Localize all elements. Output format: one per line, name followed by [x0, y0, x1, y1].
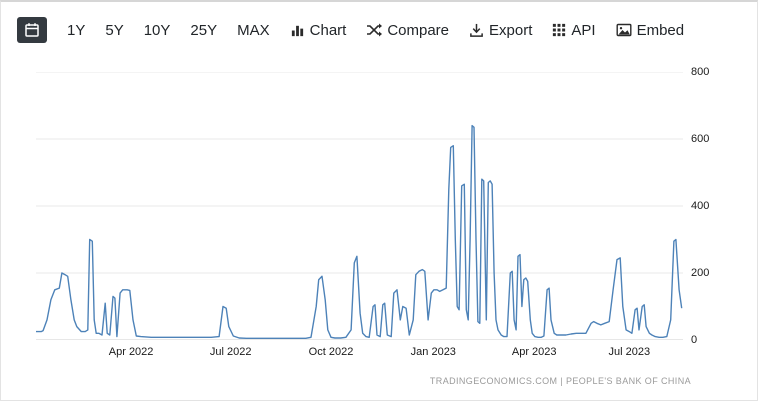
api-button[interactable]: API — [552, 21, 596, 39]
embed-button[interactable]: Embed — [616, 21, 685, 39]
calendar-button[interactable] — [17, 17, 47, 43]
y-tick-label: 200 — [691, 267, 710, 279]
grid-icon — [552, 23, 566, 37]
compare-button[interactable]: Compare — [366, 22, 449, 39]
calendar-icon — [24, 22, 40, 38]
range-button-1y[interactable]: 1Y — [67, 21, 86, 39]
export-label: Export — [489, 21, 533, 39]
chart-type-button[interactable]: Chart — [290, 21, 347, 39]
export-button[interactable]: Export — [469, 22, 532, 39]
y-tick-label: 600 — [691, 133, 710, 145]
chart-plot[interactable] — [36, 72, 683, 340]
compare-label: Compare — [387, 21, 450, 39]
image-icon — [616, 22, 632, 38]
range-button-max[interactable]: MAX — [237, 21, 270, 39]
y-tick-label: 800 — [691, 66, 710, 78]
x-tick-label: Apr 2023 — [511, 346, 557, 358]
y-axis-labels: 0 200 400 600 800 — [691, 66, 736, 346]
bar-chart-icon — [290, 23, 305, 38]
data-line — [36, 124, 683, 339]
x-tick-label: Jul 2023 — [608, 346, 651, 358]
range-button-10y[interactable]: 10Y — [143, 21, 171, 39]
range-button-25y[interactable]: 25Y — [190, 21, 218, 39]
watermark: TRADINGECONOMICS.COM | PEOPLE'S BANK OF … — [430, 376, 691, 386]
x-axis-labels: Apr 2022 Jul 2022 Oct 2022 Jan 2023 Apr 2023… — [36, 346, 683, 360]
range-button-5y[interactable]: 5Y — [105, 21, 124, 39]
y-tick-label: 400 — [691, 200, 710, 212]
watermark-text: TRADINGECONOMICS.COM | PEOPLE'S BANK OF … — [429, 376, 691, 386]
x-tick-label: Oct 2022 — [308, 346, 354, 358]
x-tick-label: Apr 2022 — [108, 346, 154, 358]
embed-label: Embed — [636, 21, 685, 39]
x-tick-label: Jan 2023 — [410, 346, 456, 358]
api-label: API — [571, 21, 596, 39]
y-tick-label: 0 — [691, 334, 698, 346]
x-tick-label: Jul 2022 — [209, 346, 252, 358]
chart-type-label: Chart — [309, 21, 347, 39]
toolbar: 1Y 5Y 10Y 25Y MAX Chart — [1, 2, 757, 58]
shuffle-icon — [366, 22, 383, 38]
download-icon — [469, 23, 484, 38]
